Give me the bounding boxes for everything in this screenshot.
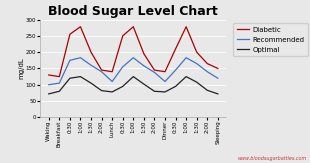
Optimal bbox=[195, 81, 199, 83]
Recommended bbox=[195, 63, 199, 65]
Recommended bbox=[174, 69, 177, 71]
Diabetic bbox=[174, 48, 177, 50]
Optimal bbox=[206, 89, 209, 91]
Recommended bbox=[79, 57, 82, 59]
Diabetic bbox=[79, 26, 82, 28]
Diabetic bbox=[110, 71, 114, 73]
Optimal bbox=[184, 76, 188, 78]
Optimal bbox=[68, 77, 72, 79]
Diabetic bbox=[100, 69, 104, 71]
Diabetic bbox=[216, 67, 220, 69]
Recommended bbox=[68, 59, 72, 61]
Recommended bbox=[110, 81, 114, 82]
Optimal bbox=[131, 76, 135, 78]
Diabetic bbox=[68, 33, 72, 35]
Diabetic bbox=[163, 71, 167, 73]
Recommended bbox=[47, 84, 51, 86]
Optimal bbox=[216, 93, 220, 95]
Optimal bbox=[110, 91, 114, 93]
Optimal bbox=[79, 76, 82, 78]
Optimal bbox=[174, 85, 177, 87]
Line: Recommended: Recommended bbox=[49, 58, 218, 85]
Recommended bbox=[121, 66, 125, 68]
Optimal bbox=[121, 85, 125, 87]
Optimal bbox=[163, 91, 167, 93]
Optimal bbox=[142, 83, 146, 85]
Diabetic bbox=[121, 35, 125, 37]
Optimal bbox=[89, 82, 93, 84]
Line: Optimal: Optimal bbox=[49, 77, 218, 94]
Diabetic bbox=[153, 69, 156, 71]
Optimal bbox=[100, 90, 104, 92]
Recommended bbox=[89, 64, 93, 66]
Optimal bbox=[57, 90, 61, 92]
Optimal bbox=[47, 93, 51, 95]
Recommended bbox=[163, 81, 167, 82]
Optimal bbox=[153, 90, 156, 92]
Diabetic bbox=[89, 51, 93, 53]
Diabetic bbox=[47, 74, 51, 76]
Title: Blood Sugar Level Chart: Blood Sugar Level Chart bbox=[48, 5, 218, 18]
Diabetic bbox=[57, 76, 61, 78]
Recommended bbox=[206, 71, 209, 73]
Recommended bbox=[142, 65, 146, 67]
Recommended bbox=[153, 71, 156, 73]
Diabetic bbox=[184, 26, 188, 28]
Recommended bbox=[184, 57, 188, 59]
Text: www.bloodsugarbattles.com: www.bloodsugarbattles.com bbox=[238, 156, 307, 161]
Recommended bbox=[131, 57, 135, 59]
Recommended bbox=[57, 82, 61, 84]
Diabetic bbox=[206, 63, 209, 65]
Diabetic bbox=[131, 26, 135, 28]
Diabetic bbox=[142, 53, 146, 55]
Line: Diabetic: Diabetic bbox=[49, 27, 218, 77]
Recommended bbox=[100, 71, 104, 73]
Y-axis label: mg/dL: mg/dL bbox=[18, 58, 24, 79]
Diabetic bbox=[195, 51, 199, 53]
Recommended bbox=[216, 77, 220, 79]
Legend: Diabetic, Recommended, Optimal: Diabetic, Recommended, Optimal bbox=[233, 23, 308, 56]
